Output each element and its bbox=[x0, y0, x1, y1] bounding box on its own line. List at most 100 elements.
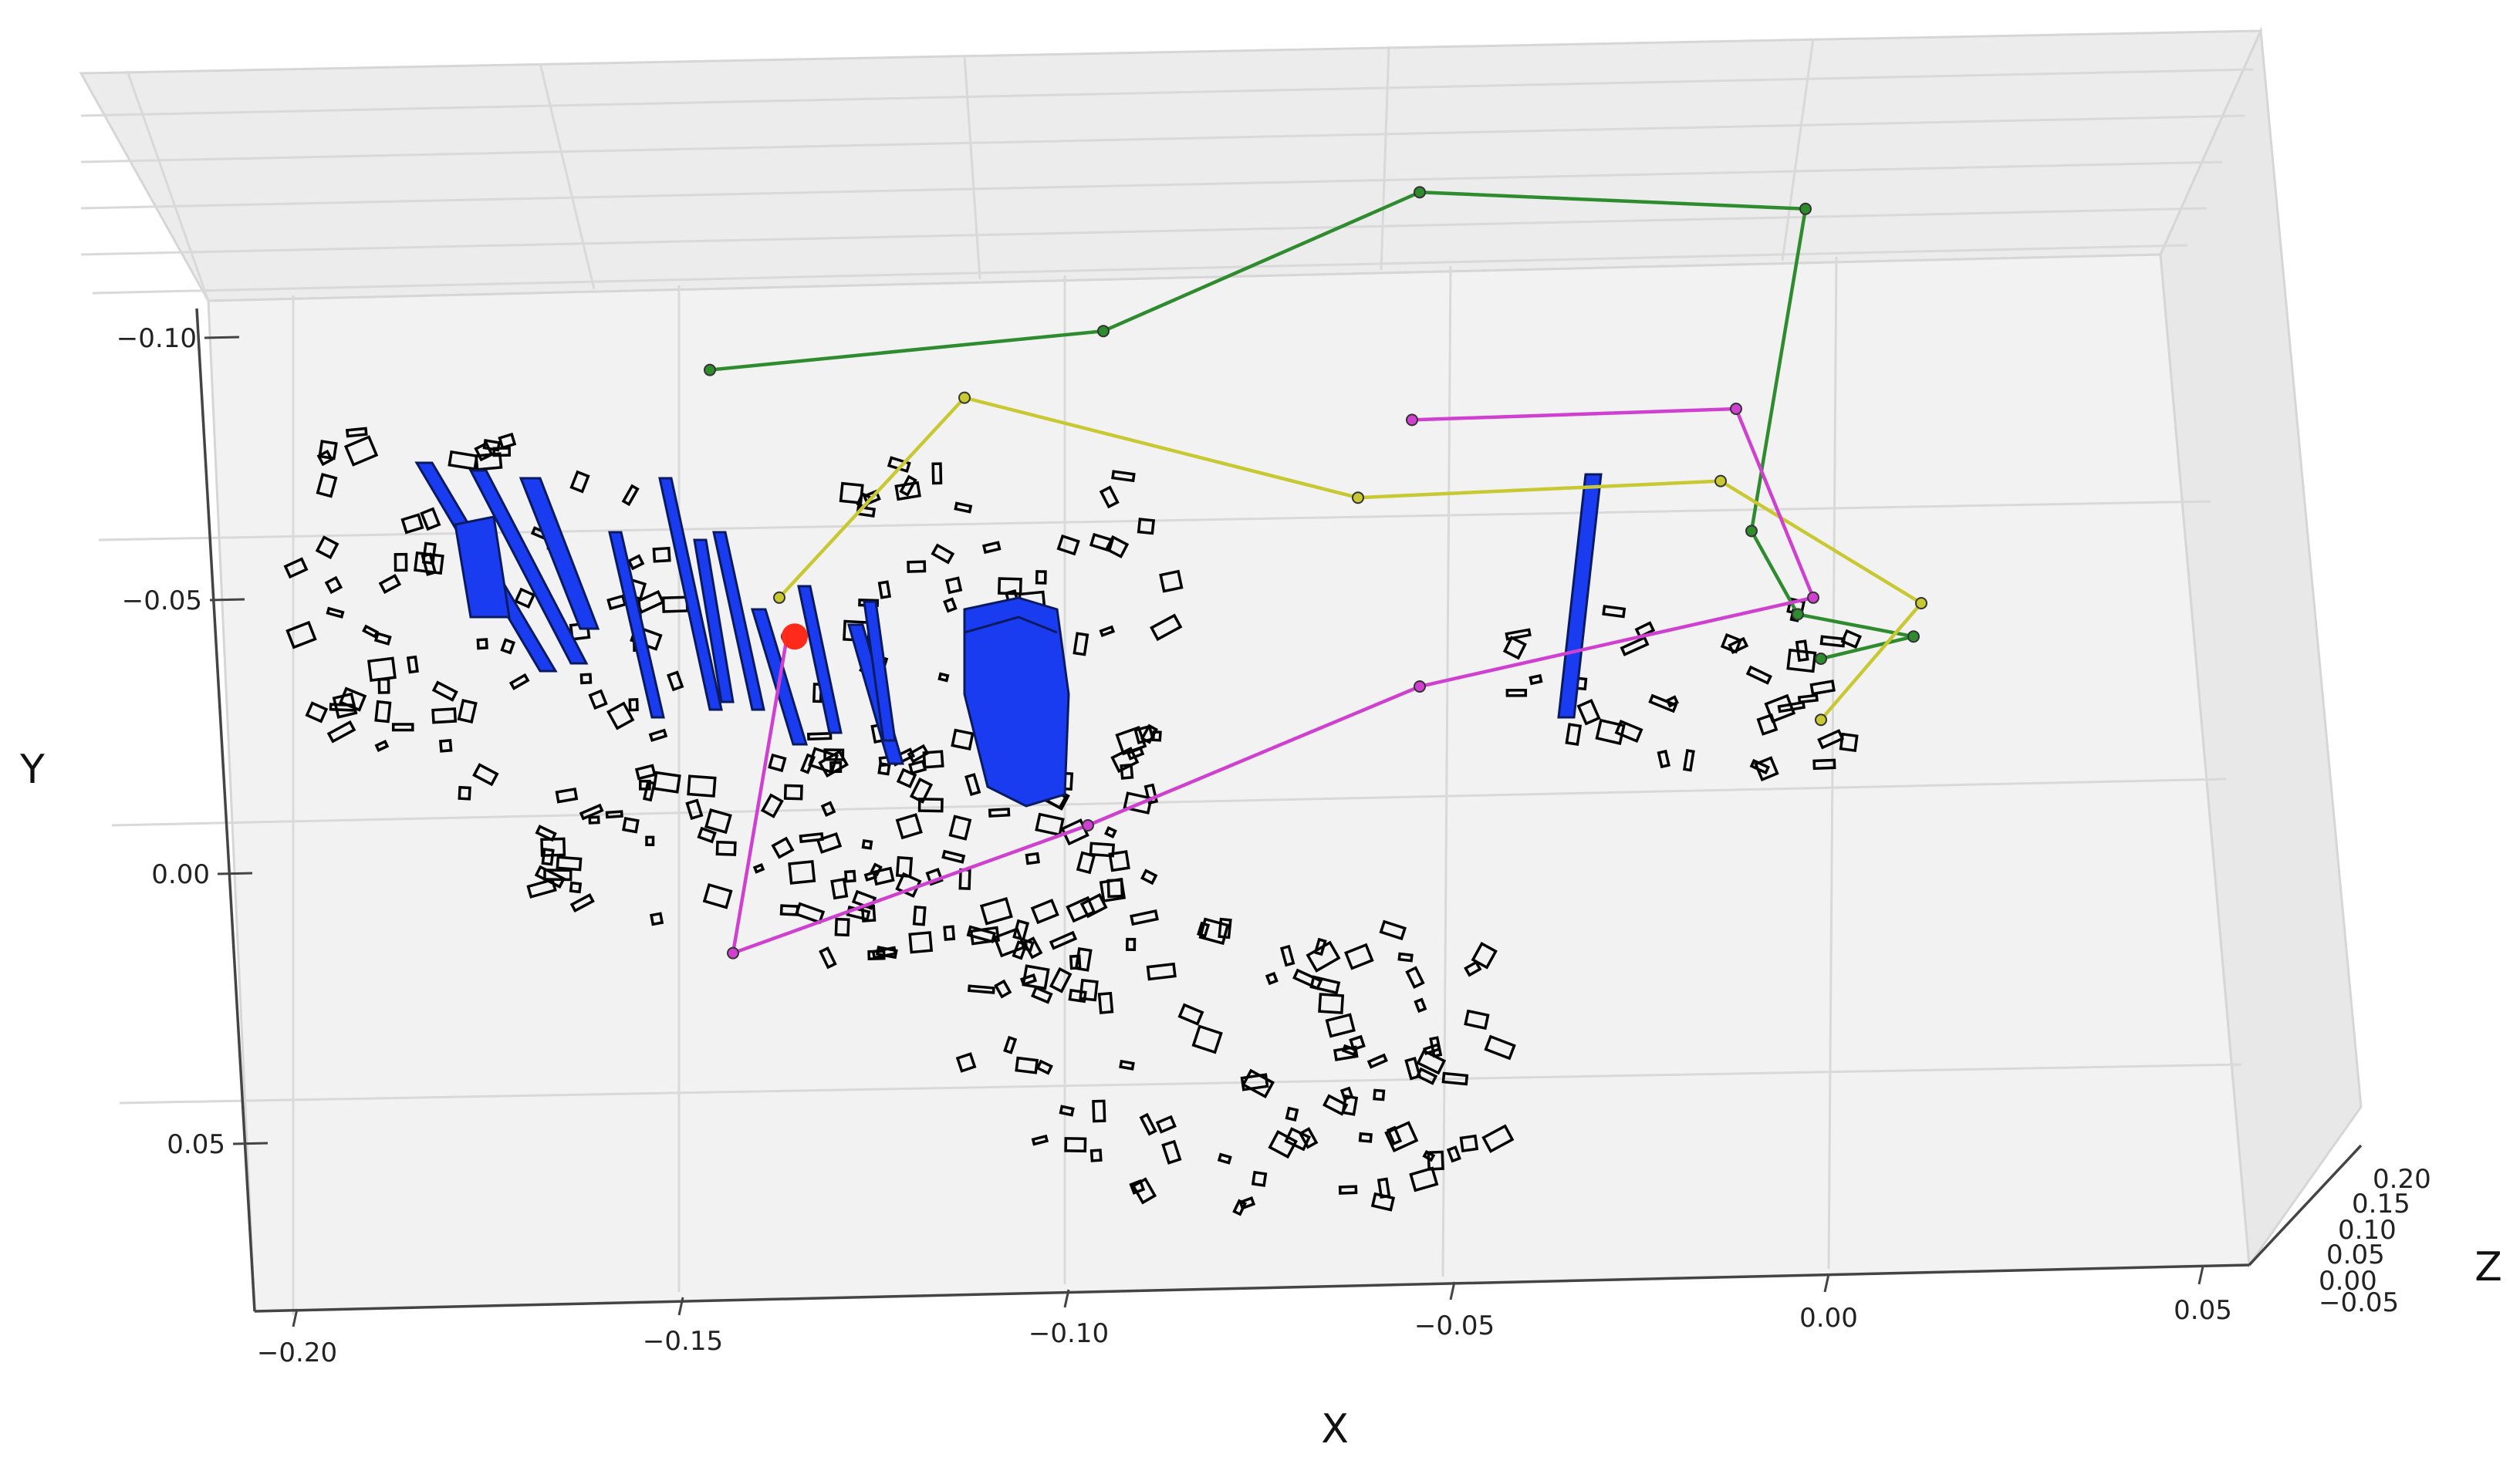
building-bars bbox=[414, 461, 1603, 808]
building-outline bbox=[1123, 791, 1153, 815]
building-outline bbox=[345, 427, 368, 438]
building-outline bbox=[1161, 1139, 1182, 1165]
building-outline bbox=[1576, 699, 1601, 726]
series-0-point bbox=[1097, 325, 1110, 338]
series-1-point bbox=[773, 591, 785, 604]
building-outline bbox=[414, 551, 444, 575]
building-outline bbox=[639, 779, 651, 791]
building-outline bbox=[1505, 689, 1528, 697]
building-bar bbox=[863, 600, 897, 742]
building-outline bbox=[508, 673, 530, 690]
building-outline bbox=[1022, 964, 1050, 990]
building-outline bbox=[667, 670, 684, 692]
building-outline bbox=[1140, 869, 1158, 885]
building-outline bbox=[1817, 729, 1845, 750]
x-tick-mark bbox=[1449, 1281, 1456, 1300]
building-outline bbox=[1031, 1134, 1049, 1146]
building-outline bbox=[1133, 724, 1155, 744]
series-1-line bbox=[778, 396, 1924, 721]
building-outline bbox=[367, 656, 397, 682]
building-outline bbox=[1464, 1009, 1490, 1031]
building-outline bbox=[1306, 940, 1341, 973]
building-outline bbox=[1251, 1170, 1268, 1187]
building-outline bbox=[305, 701, 329, 724]
building-bar bbox=[519, 477, 600, 630]
y-tick-mark bbox=[204, 336, 240, 339]
building-outline bbox=[937, 672, 950, 683]
building-outline bbox=[704, 808, 732, 835]
building-outline bbox=[1104, 826, 1117, 839]
building-outline bbox=[931, 462, 943, 485]
y-tick-mark bbox=[217, 872, 253, 875]
series-0-point bbox=[1815, 653, 1827, 665]
building-outline bbox=[1108, 850, 1130, 872]
building-outline bbox=[1030, 899, 1059, 925]
building-outline bbox=[1131, 1177, 1157, 1205]
building-outline bbox=[917, 798, 944, 813]
x-tick-label: 0.05 bbox=[2174, 1295, 2232, 1326]
building-outline bbox=[1059, 1105, 1075, 1117]
building-outline bbox=[818, 750, 849, 778]
building-outline bbox=[448, 450, 478, 471]
building-outline bbox=[1097, 991, 1114, 1014]
building-outline bbox=[1035, 1059, 1053, 1075]
building-outline bbox=[1502, 636, 1527, 660]
x-tick-label: 0.00 bbox=[1799, 1303, 1858, 1334]
building-outline bbox=[326, 606, 345, 619]
building-bar bbox=[1557, 473, 1603, 719]
building-outline bbox=[941, 849, 966, 864]
building-outline bbox=[1384, 1121, 1419, 1153]
y-tick-mark bbox=[232, 1142, 269, 1145]
building-outline bbox=[955, 1052, 977, 1073]
building-outline bbox=[1197, 921, 1211, 938]
building-outline bbox=[606, 701, 635, 730]
building-outline bbox=[998, 577, 1022, 595]
building-outline bbox=[909, 777, 934, 804]
building-outline bbox=[498, 432, 517, 450]
building-outline bbox=[895, 855, 914, 878]
series-0-point bbox=[1414, 186, 1426, 199]
building-outline bbox=[1238, 1196, 1256, 1210]
building-outline bbox=[1764, 693, 1796, 724]
building-outline bbox=[816, 832, 843, 854]
marker-point bbox=[782, 623, 808, 650]
building-outline bbox=[476, 638, 488, 650]
building-outline bbox=[1602, 605, 1627, 619]
building-outline bbox=[1143, 783, 1159, 805]
building-outline bbox=[988, 808, 1011, 818]
building-outline bbox=[374, 700, 392, 724]
z-tick-label: 0.00 bbox=[2319, 1266, 2377, 1297]
building-outline bbox=[1049, 966, 1073, 993]
building-outline bbox=[394, 552, 408, 572]
building-outline bbox=[1049, 930, 1078, 950]
building-outline bbox=[1427, 1150, 1444, 1171]
building-outline bbox=[285, 620, 317, 649]
x-tick-mark bbox=[677, 1297, 684, 1316]
building-outline bbox=[943, 597, 958, 613]
building-outline bbox=[964, 773, 981, 797]
building-outline bbox=[1318, 993, 1345, 1014]
building-outline bbox=[391, 723, 414, 732]
building-outline bbox=[907, 560, 927, 573]
building-outline bbox=[1298, 1127, 1319, 1149]
building-outline bbox=[1284, 1127, 1312, 1152]
building-outline bbox=[896, 767, 917, 789]
building-outline bbox=[373, 632, 392, 646]
building-outline bbox=[1339, 1086, 1354, 1101]
building-outline bbox=[1079, 978, 1099, 1002]
building-outline bbox=[1377, 1177, 1391, 1199]
building-bar bbox=[468, 469, 589, 665]
building-outline bbox=[1115, 725, 1147, 756]
building-outline bbox=[768, 753, 787, 773]
series-0-point bbox=[704, 363, 716, 376]
y-tick-label: 0.00 bbox=[151, 859, 210, 890]
building-outline bbox=[514, 587, 536, 609]
x-tick-mark bbox=[1823, 1273, 1830, 1293]
building-outline bbox=[843, 869, 856, 883]
building-outline bbox=[1682, 749, 1695, 772]
building-outline bbox=[993, 927, 1026, 958]
building-outline bbox=[1344, 943, 1374, 970]
building-outline bbox=[438, 738, 453, 753]
building-outline bbox=[1754, 756, 1779, 782]
z-tick-label: 0.10 bbox=[2338, 1215, 2397, 1246]
